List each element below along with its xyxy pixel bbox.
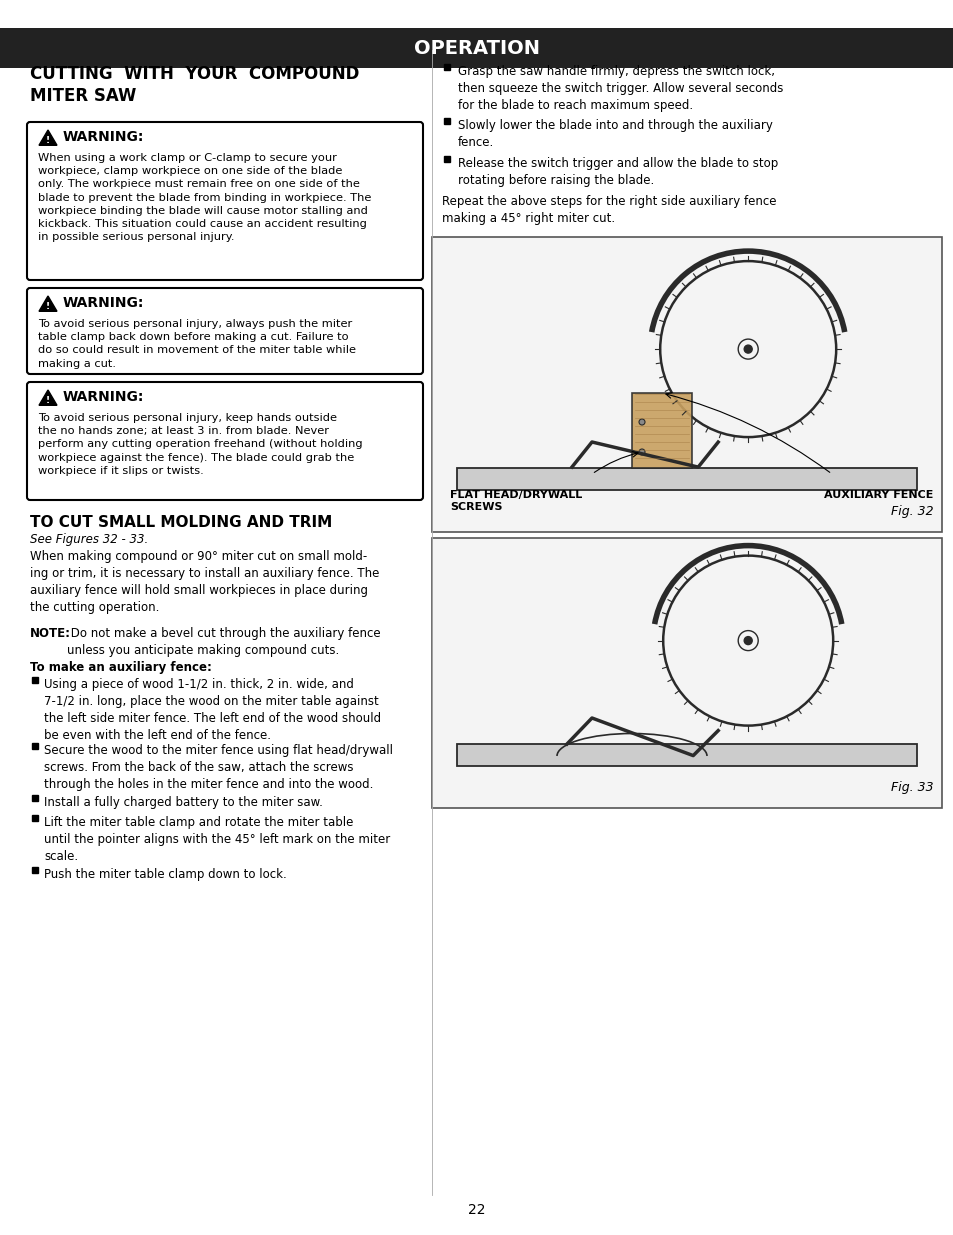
Bar [32,867,38,873]
Text: !: ! [46,396,50,405]
Bar [456,468,916,490]
Bar [443,64,450,70]
Text: WARNING:: WARNING: [63,390,144,404]
Bar [32,795,38,802]
Bar [432,237,941,532]
Polygon shape [39,390,57,405]
Bar [0,28,953,68]
Text: To avoid serious personal injury, keep hands outside
the no hands zone; at least: To avoid serious personal injury, keep h… [38,412,362,475]
Polygon shape [39,296,57,311]
Text: When using a work clamp or C-clamp to secure your
workpiece, clamp workpiece on : When using a work clamp or C-clamp to se… [38,153,371,242]
Bar [32,743,38,748]
Text: Lift the miter table clamp and rotate the miter table
until the pointer aligns w: Lift the miter table clamp and rotate th… [44,816,390,863]
Text: Using a piece of wood 1-1/2 in. thick, 2 in. wide, and
7-1/2 in. long, place the: Using a piece of wood 1-1/2 in. thick, 2… [44,678,381,742]
Text: Slowly lower the blade into and through the auxiliary
fence.: Slowly lower the blade into and through … [457,119,772,149]
Text: Secure the wood to the miter fence using flat head/drywall
screws. From the back: Secure the wood to the miter fence using… [44,743,393,790]
Circle shape [639,450,644,454]
FancyBboxPatch shape [27,122,422,280]
Text: NOTE:: NOTE: [30,627,71,640]
Text: OPERATION: OPERATION [414,38,539,58]
Text: !: ! [46,136,50,144]
Bar [456,743,916,766]
Text: See Figures 32 - 33.: See Figures 32 - 33. [30,534,148,546]
Text: Release the switch trigger and allow the blade to stop
rotating before raising t: Release the switch trigger and allow the… [457,157,778,186]
Text: Fig. 32: Fig. 32 [890,505,933,517]
Text: WARNING:: WARNING: [63,296,144,310]
Text: WARNING:: WARNING: [63,130,144,144]
Text: FLAT HEAD/DRYWALL
SCREWS: FLAT HEAD/DRYWALL SCREWS [450,490,581,513]
Text: Fig. 33: Fig. 33 [890,781,933,794]
Text: When making compound or 90° miter cut on small mold-
ing or trim, it is necessar: When making compound or 90° miter cut on… [30,550,379,614]
Circle shape [639,419,644,425]
Text: Do not make a bevel cut through the auxiliary fence
unless you anticipate making: Do not make a bevel cut through the auxi… [67,627,380,657]
Circle shape [743,345,751,353]
Text: Grasp the saw handle firmly, depress the switch lock,
then squeeze the switch tr: Grasp the saw handle firmly, depress the… [457,65,782,112]
Text: TO CUT SMALL MOLDING AND TRIM: TO CUT SMALL MOLDING AND TRIM [30,515,332,530]
FancyBboxPatch shape [27,382,422,500]
Text: 22: 22 [468,1203,485,1216]
Text: AUXILIARY FENCE: AUXILIARY FENCE [823,490,932,500]
Text: Install a fully charged battery to the miter saw.: Install a fully charged battery to the m… [44,797,322,809]
Text: Repeat the above steps for the right side auxiliary fence
making a 45° right mit: Repeat the above steps for the right sid… [441,195,776,225]
FancyBboxPatch shape [27,288,422,374]
Text: To make an auxiliary fence:: To make an auxiliary fence: [30,661,212,674]
Bar [32,677,38,683]
Text: Push the miter table clamp down to lock.: Push the miter table clamp down to lock. [44,868,287,881]
Bar [432,538,941,808]
Bar [631,393,691,468]
Bar [443,156,450,162]
Bar [32,815,38,821]
Bar [443,119,450,124]
Text: CUTTING  WITH  YOUR  COMPOUND
MITER SAW: CUTTING WITH YOUR COMPOUND MITER SAW [30,65,359,105]
Circle shape [743,636,751,645]
Text: To avoid serious personal injury, always push the miter
table clamp back down be: To avoid serious personal injury, always… [38,319,355,368]
Text: !: ! [46,301,50,311]
Polygon shape [39,130,57,146]
